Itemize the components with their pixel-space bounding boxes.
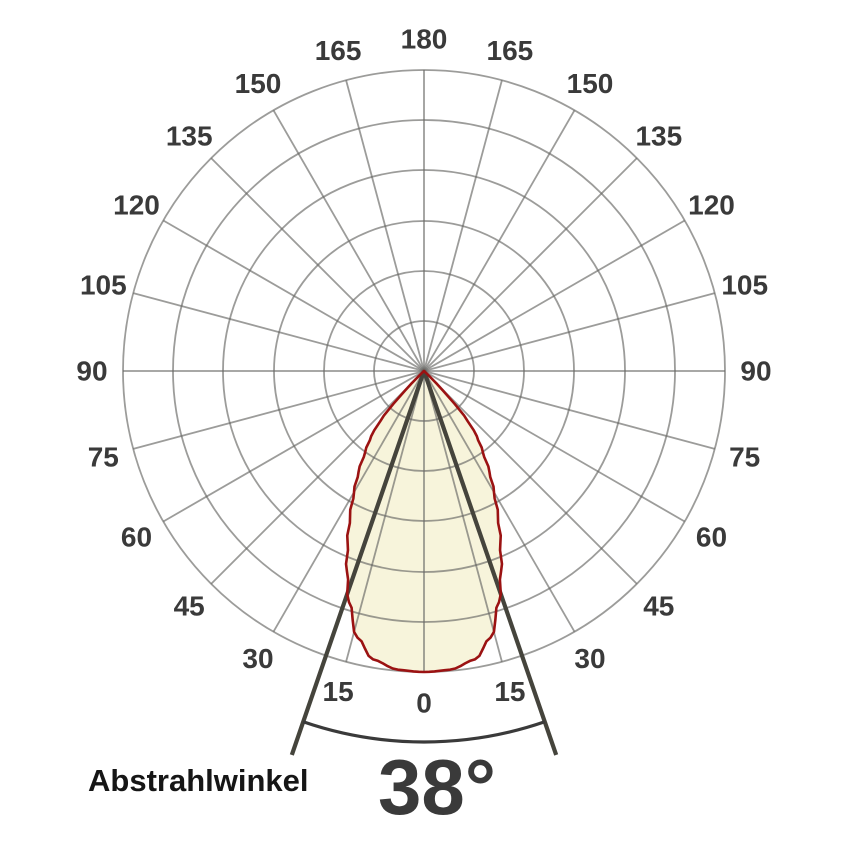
angle-label-right-75: 75 xyxy=(729,441,760,472)
angle-label-right-60: 60 xyxy=(696,522,727,553)
angle-label-left-105: 105 xyxy=(80,270,127,301)
beam-angle-label: Abstrahlwinkel xyxy=(88,763,309,798)
angle-label-left-135: 135 xyxy=(166,121,213,152)
angle-label-right-135: 135 xyxy=(635,121,682,152)
beam-boundary-line-right xyxy=(422,370,559,756)
angle-label-left-165: 165 xyxy=(315,35,362,66)
beam-angle-value: 38° xyxy=(378,743,496,831)
angle-label-right-15: 15 xyxy=(494,676,525,707)
angle-label-left-45: 45 xyxy=(174,590,205,621)
angle-label-left-120: 120 xyxy=(113,190,160,221)
angle-label-180: 180 xyxy=(401,24,448,55)
angle-label-left-60: 60 xyxy=(121,522,152,553)
angle-label-right-150: 150 xyxy=(567,68,614,99)
angle-label-right-105: 105 xyxy=(721,270,768,301)
angle-label-left-15: 15 xyxy=(323,676,354,707)
beam-boundary-line-left xyxy=(289,370,426,756)
angle-label-right-120: 120 xyxy=(688,190,735,221)
beam-lobe-outline xyxy=(344,369,504,674)
angle-label-right-30: 30 xyxy=(574,643,605,674)
angle-label-left-75: 75 xyxy=(88,441,119,472)
angle-label-left-150: 150 xyxy=(235,68,282,99)
angle-label-right-45: 45 xyxy=(643,590,674,621)
angle-label-left-30: 30 xyxy=(242,643,273,674)
beam-angle-arc xyxy=(302,720,546,744)
angle-label-left-90: 90 xyxy=(76,356,107,387)
angle-label-0: 0 xyxy=(416,688,432,719)
angle-label-right-165: 165 xyxy=(487,35,534,66)
angle-label-right-90: 90 xyxy=(740,356,771,387)
